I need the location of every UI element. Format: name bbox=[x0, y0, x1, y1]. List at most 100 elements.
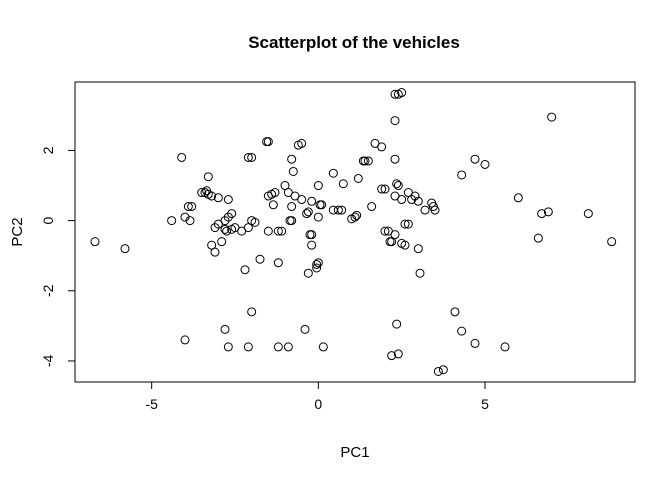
data-point bbox=[120, 244, 130, 254]
data-point bbox=[270, 188, 280, 198]
data-point bbox=[268, 200, 278, 210]
data-point bbox=[328, 168, 338, 178]
data-point bbox=[390, 89, 400, 99]
data-point bbox=[500, 342, 510, 352]
data-point bbox=[390, 154, 400, 164]
x-tick-label: -5 bbox=[145, 396, 158, 412]
y-tick-label: 0 bbox=[40, 216, 56, 224]
data-point bbox=[317, 200, 327, 210]
data-point bbox=[277, 226, 287, 236]
chart-title: Scatterplot of the vehicles bbox=[248, 33, 460, 52]
data-point bbox=[312, 259, 322, 269]
data-point bbox=[313, 181, 323, 191]
data-point bbox=[390, 230, 400, 240]
data-point bbox=[470, 154, 480, 164]
x-tick-label: 0 bbox=[314, 396, 322, 412]
data-point bbox=[413, 244, 423, 254]
data-point bbox=[338, 179, 348, 189]
data-point bbox=[583, 209, 593, 219]
data-point bbox=[430, 205, 440, 215]
data-point bbox=[350, 212, 360, 222]
data-point bbox=[223, 342, 233, 352]
data-point bbox=[210, 247, 220, 257]
data-point bbox=[288, 166, 298, 176]
data-point bbox=[300, 324, 310, 334]
data-point bbox=[247, 152, 257, 162]
data-point bbox=[380, 226, 390, 236]
data-point bbox=[255, 254, 265, 264]
data-point bbox=[312, 263, 322, 273]
data-point bbox=[287, 154, 297, 164]
data-point bbox=[187, 202, 197, 212]
data-point bbox=[303, 268, 313, 278]
data-point bbox=[318, 342, 328, 352]
y-tick-label: -2 bbox=[40, 284, 56, 297]
data-point bbox=[302, 209, 312, 219]
data-point bbox=[313, 258, 323, 268]
y-axis: -4 -2 0 2 bbox=[40, 146, 76, 368]
data-point bbox=[243, 342, 253, 352]
data-point bbox=[273, 226, 283, 236]
data-point bbox=[287, 202, 297, 212]
data-point bbox=[303, 207, 313, 217]
data-point bbox=[262, 137, 272, 147]
data-point bbox=[438, 365, 448, 375]
data-point bbox=[377, 184, 387, 194]
data-point bbox=[177, 152, 187, 162]
data-point bbox=[185, 216, 195, 226]
data-point bbox=[403, 219, 413, 229]
data-point bbox=[470, 338, 480, 348]
data-point bbox=[273, 342, 283, 352]
data-point bbox=[387, 351, 397, 361]
data-point bbox=[543, 207, 553, 217]
data-point bbox=[413, 196, 423, 206]
data-point bbox=[307, 230, 317, 240]
data-point bbox=[397, 195, 407, 205]
data-point bbox=[393, 349, 403, 359]
data-point bbox=[392, 179, 402, 189]
data-point bbox=[450, 307, 460, 317]
data-point bbox=[607, 237, 617, 247]
data-point bbox=[90, 237, 100, 247]
data-point bbox=[240, 265, 250, 275]
data-point bbox=[537, 209, 547, 219]
data-point bbox=[363, 156, 373, 166]
data-point bbox=[457, 170, 467, 180]
data-point bbox=[227, 209, 237, 219]
data-point bbox=[358, 156, 368, 166]
data-point bbox=[433, 366, 443, 376]
data-point bbox=[410, 191, 420, 201]
data-point bbox=[390, 116, 400, 126]
data-point bbox=[352, 210, 362, 220]
data-point bbox=[313, 212, 323, 222]
data-point bbox=[287, 216, 297, 226]
data-point bbox=[197, 188, 207, 198]
data-point bbox=[353, 173, 363, 183]
data-point bbox=[203, 172, 213, 182]
data-point bbox=[397, 88, 407, 98]
data-point bbox=[250, 217, 260, 227]
data-point bbox=[480, 159, 490, 169]
data-point bbox=[547, 112, 557, 122]
data-point bbox=[533, 233, 543, 243]
x-axis-label: PC1 bbox=[340, 444, 369, 461]
data-point bbox=[180, 335, 190, 345]
data-point bbox=[213, 193, 223, 203]
data-point bbox=[400, 240, 410, 250]
data-point bbox=[222, 226, 232, 236]
data-point bbox=[307, 196, 317, 206]
data-point bbox=[367, 202, 377, 212]
data-point bbox=[283, 342, 293, 352]
data-point bbox=[392, 319, 402, 329]
x-axis: -5 0 5 bbox=[145, 381, 489, 412]
y-tick-label: -4 bbox=[40, 355, 56, 368]
plot-frame bbox=[74, 81, 636, 383]
data-point bbox=[307, 240, 317, 250]
data-point bbox=[380, 184, 390, 194]
data-point bbox=[297, 138, 307, 148]
data-point bbox=[297, 195, 307, 205]
data-point bbox=[273, 258, 283, 268]
y-tick-label: 2 bbox=[40, 146, 56, 154]
data-point bbox=[223, 195, 233, 205]
